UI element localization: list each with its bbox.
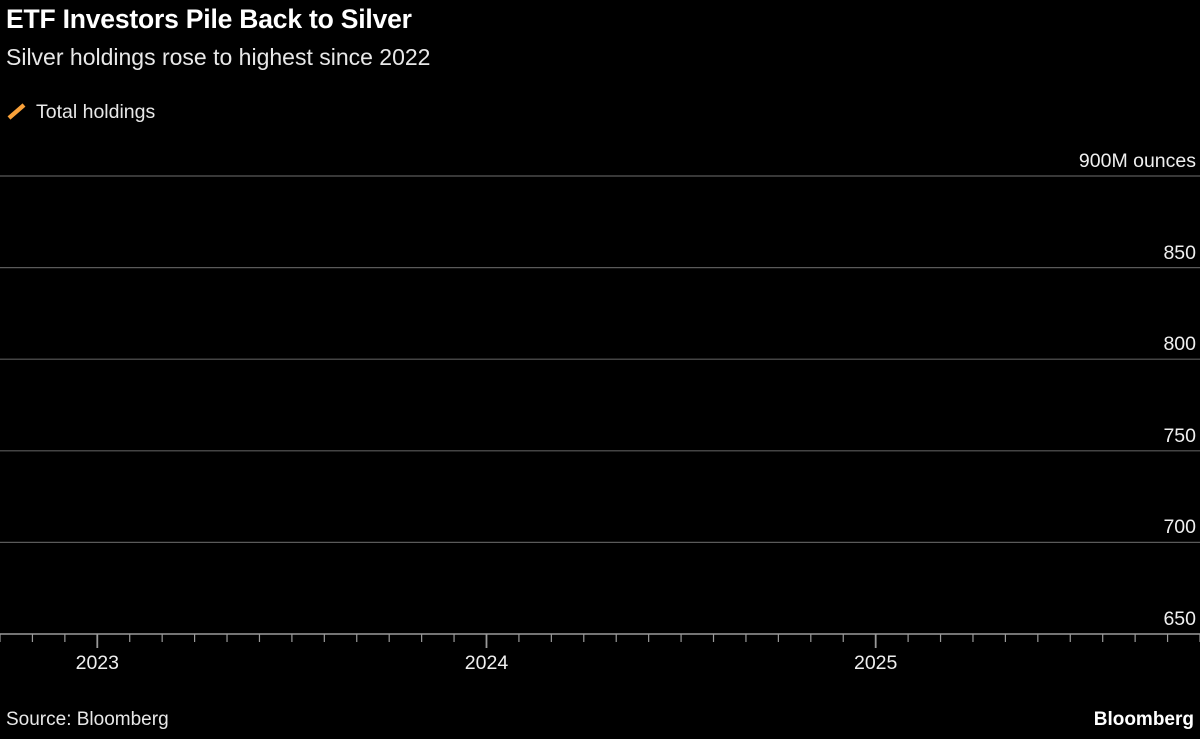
- x-axis-tick-label: 2025: [853, 652, 898, 674]
- y-axis-tick-label: 700: [1163, 516, 1196, 539]
- chart-subtitle: Silver holdings rose to highest since 20…: [6, 44, 431, 70]
- chart-gridlines: [0, 175, 1200, 635]
- page-title: ETF Investors Pile Back to Silver: [6, 4, 412, 34]
- x-axis-tick-label: 2023: [75, 652, 119, 674]
- chart-legend: Total holdings: [6, 99, 155, 125]
- x-axis-tick-label: 2024: [464, 652, 509, 674]
- chart-footer: Source: Bloomberg Bloomberg: [0, 701, 1200, 739]
- brand-logo: Bloomberg: [1093, 709, 1194, 730]
- source-note: Source: Bloomberg: [6, 709, 169, 730]
- y-axis-tick-label: 650: [1163, 608, 1196, 630]
- legend-item-label: Total holdings: [36, 100, 156, 123]
- y-axis-tick-label: 850: [1163, 241, 1196, 264]
- y-axis-unit-label: 900M ounces: [1078, 150, 1196, 172]
- y-axis-tick-label: 800: [1163, 333, 1196, 356]
- line-segment-icon: [7, 103, 26, 120]
- chart-x-ticks: [0, 634, 1200, 648]
- y-axis-tick-label: 750: [1163, 424, 1196, 447]
